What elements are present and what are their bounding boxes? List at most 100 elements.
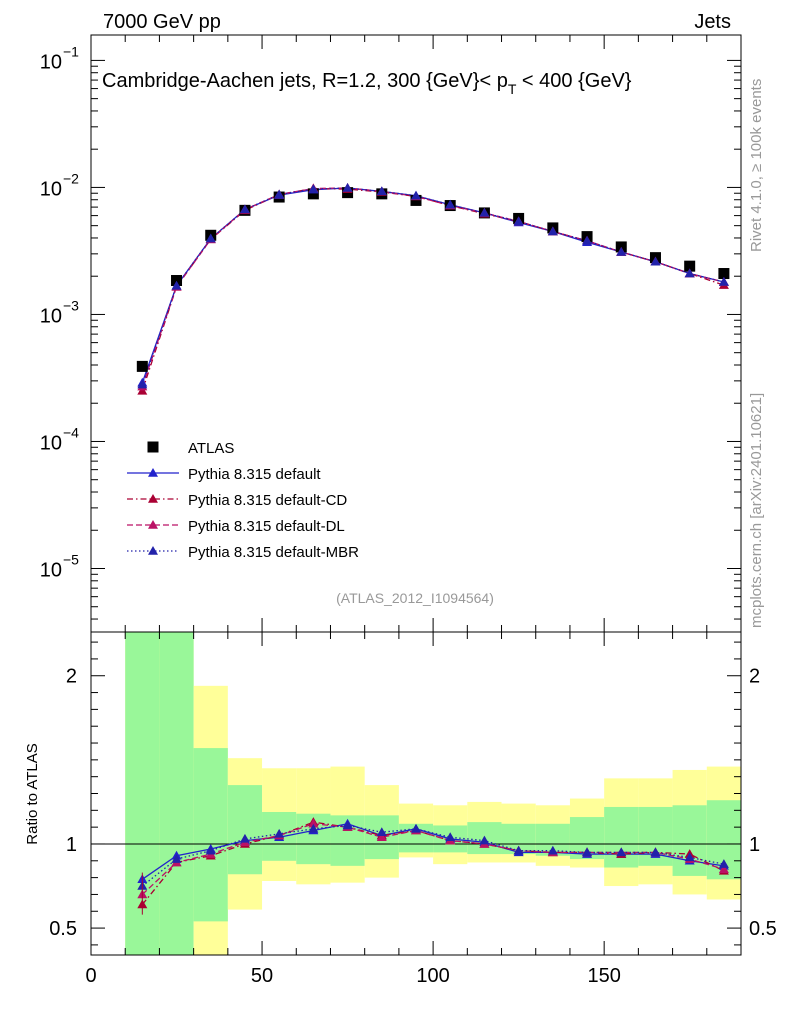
ratio-data-point: [342, 820, 353, 830]
atlas-data-point: [171, 275, 183, 287]
mc-data-point: [650, 256, 661, 266]
atlas-data-point: [615, 241, 627, 253]
main-y-tick-label: 10: [40, 51, 62, 73]
atlas-data-point: [136, 360, 148, 372]
legend-marker: [148, 468, 158, 477]
main-plot-title: Cambridge-Aachen jets, R=1.2, 300 {GeV}<…: [102, 70, 632, 97]
legend-label: Pythia 8.315 default-DL: [188, 518, 345, 535]
ratio-data-point: [513, 845, 524, 855]
ratio-y-tick-label: 0.5: [49, 918, 77, 940]
ratio-series-line: [141, 821, 725, 905]
legend-label: Pythia 8.315 default-CD: [188, 492, 347, 509]
mc-data-point: [582, 235, 593, 245]
mc-data-point: [411, 190, 421, 200]
main-y-tick-exponent: −5: [63, 551, 79, 567]
x-tick-label: 0: [85, 965, 96, 987]
ratio-data-point: [582, 847, 593, 857]
ratio-data-point: [308, 823, 319, 833]
ratio-data-point: [650, 847, 661, 857]
mc-data-point: [342, 182, 353, 192]
title-end-text: < 400 {GeV}: [516, 70, 631, 92]
ratio-data-point: [411, 823, 421, 833]
rivet-label: Rivet 4.1.0, ≥ 100k events: [748, 79, 765, 252]
x-tick-label: 150: [587, 965, 620, 987]
legend-label: ATLAS: [188, 440, 234, 457]
mc-data-point: [239, 204, 250, 214]
legend-marker: [147, 441, 159, 453]
legend-marker: [148, 546, 158, 555]
main-y-tick-label: 10: [40, 432, 62, 454]
ratio-frame: [90, 631, 742, 956]
atlas-data-point: [684, 260, 696, 272]
atlas-data-point: [410, 194, 422, 206]
main-series: [136, 182, 730, 395]
main-series-line: [141, 187, 725, 392]
ratio-y-tick-label: 2: [66, 666, 77, 688]
mc-data-point: [308, 184, 319, 193]
main-y-tick-exponent: −3: [63, 297, 79, 313]
mc-data-point: [718, 277, 729, 286]
ratio-y-tick-label-right: 0.5: [749, 918, 777, 940]
mc-data-point: [171, 280, 182, 290]
ratio-data-point: [376, 832, 387, 841]
ratio-data-point: [376, 827, 387, 836]
x-tick-label: 100: [416, 965, 449, 987]
ratio-data-point: [274, 828, 285, 838]
legend-label: Pythia 8.315 default-MBR: [188, 544, 359, 561]
ratio-band-green: [227, 785, 263, 875]
mc-data-point: [547, 226, 558, 236]
main-y-tick-label: 10: [40, 559, 62, 581]
legend: ATLAS Pythia 8.315 default Pythia 8.315 de…: [127, 440, 359, 561]
ratio-y-tick-label: 1: [66, 834, 77, 856]
ratio-data-point: [239, 833, 250, 843]
mc-data-point: [274, 189, 285, 199]
ratio-series-line: [141, 824, 725, 887]
ratio-data-point: [171, 854, 182, 863]
main-y-tick-label: 10: [40, 305, 62, 327]
ratio-uncertainty-bands: [125, 632, 741, 955]
main-y-tick-exponent: −2: [63, 170, 79, 186]
mc-data-point: [205, 233, 216, 243]
main-y-tick-exponent: −1: [63, 43, 79, 59]
title-main-text: Cambridge-Aachen jets, R=1.2, 300 {GeV}<…: [102, 70, 508, 92]
mc-data-point: [513, 216, 524, 226]
legend-marker: [148, 520, 158, 529]
ratio-band-green: [159, 632, 194, 955]
main-y-tick-label: 10: [40, 178, 62, 200]
ratio-band-green: [604, 806, 639, 868]
atlas-data-point: [718, 268, 730, 280]
mc-data-point: [137, 379, 148, 389]
analysis-watermark: (ATLAS_2012_I1094564): [336, 590, 494, 606]
ratio-data-point: [616, 847, 627, 857]
ratio-data-point: [308, 818, 319, 828]
atlas-data-point: [307, 188, 319, 200]
ratio-data-point: [718, 864, 729, 873]
legend-label: Pythia 8.315 default: [188, 466, 321, 483]
ratio-ylabel: Ratio to ATLAS: [24, 743, 41, 844]
mc-data-point: [445, 199, 456, 209]
ratio-data-point: [205, 845, 216, 855]
svg-text:Cambridge-Aachen jets, R=1.2,: Cambridge-Aachen jets, R=1.2, 300 {GeV}<…: [102, 70, 632, 97]
legend-marker: [148, 494, 158, 503]
ratio-data-point: [445, 832, 456, 841]
main-series-line: [141, 187, 725, 385]
mc-data-point: [684, 268, 695, 278]
main-y-tick-exponent: −4: [63, 424, 79, 440]
ratio-y-tick-label-right: 2: [749, 666, 760, 688]
ratio-series: [137, 817, 729, 915]
title-subscript: T: [508, 81, 517, 97]
ratio-data-point: [547, 845, 558, 855]
ratio-data-point: [479, 835, 490, 845]
ratio-band-green: [672, 805, 707, 876]
main-series-line: [141, 187, 725, 383]
mc-data-point: [616, 247, 627, 256]
mc-data-point: [376, 186, 387, 196]
ratio-y-tick-label-right: 1: [749, 834, 760, 856]
main-y-axis: 10−110−210−310−410−5: [40, 35, 742, 632]
mcplots-label: mcplots.cern.ch [arXiv:2401.10621]: [748, 393, 765, 628]
ratio-data-point: [718, 859, 729, 868]
header-left: 7000 GeV pp: [103, 11, 221, 33]
ratio-axes: 0.5 0.5 1 1 2 2 0 50 100 150: [49, 632, 777, 987]
mc-data-point: [479, 207, 490, 217]
